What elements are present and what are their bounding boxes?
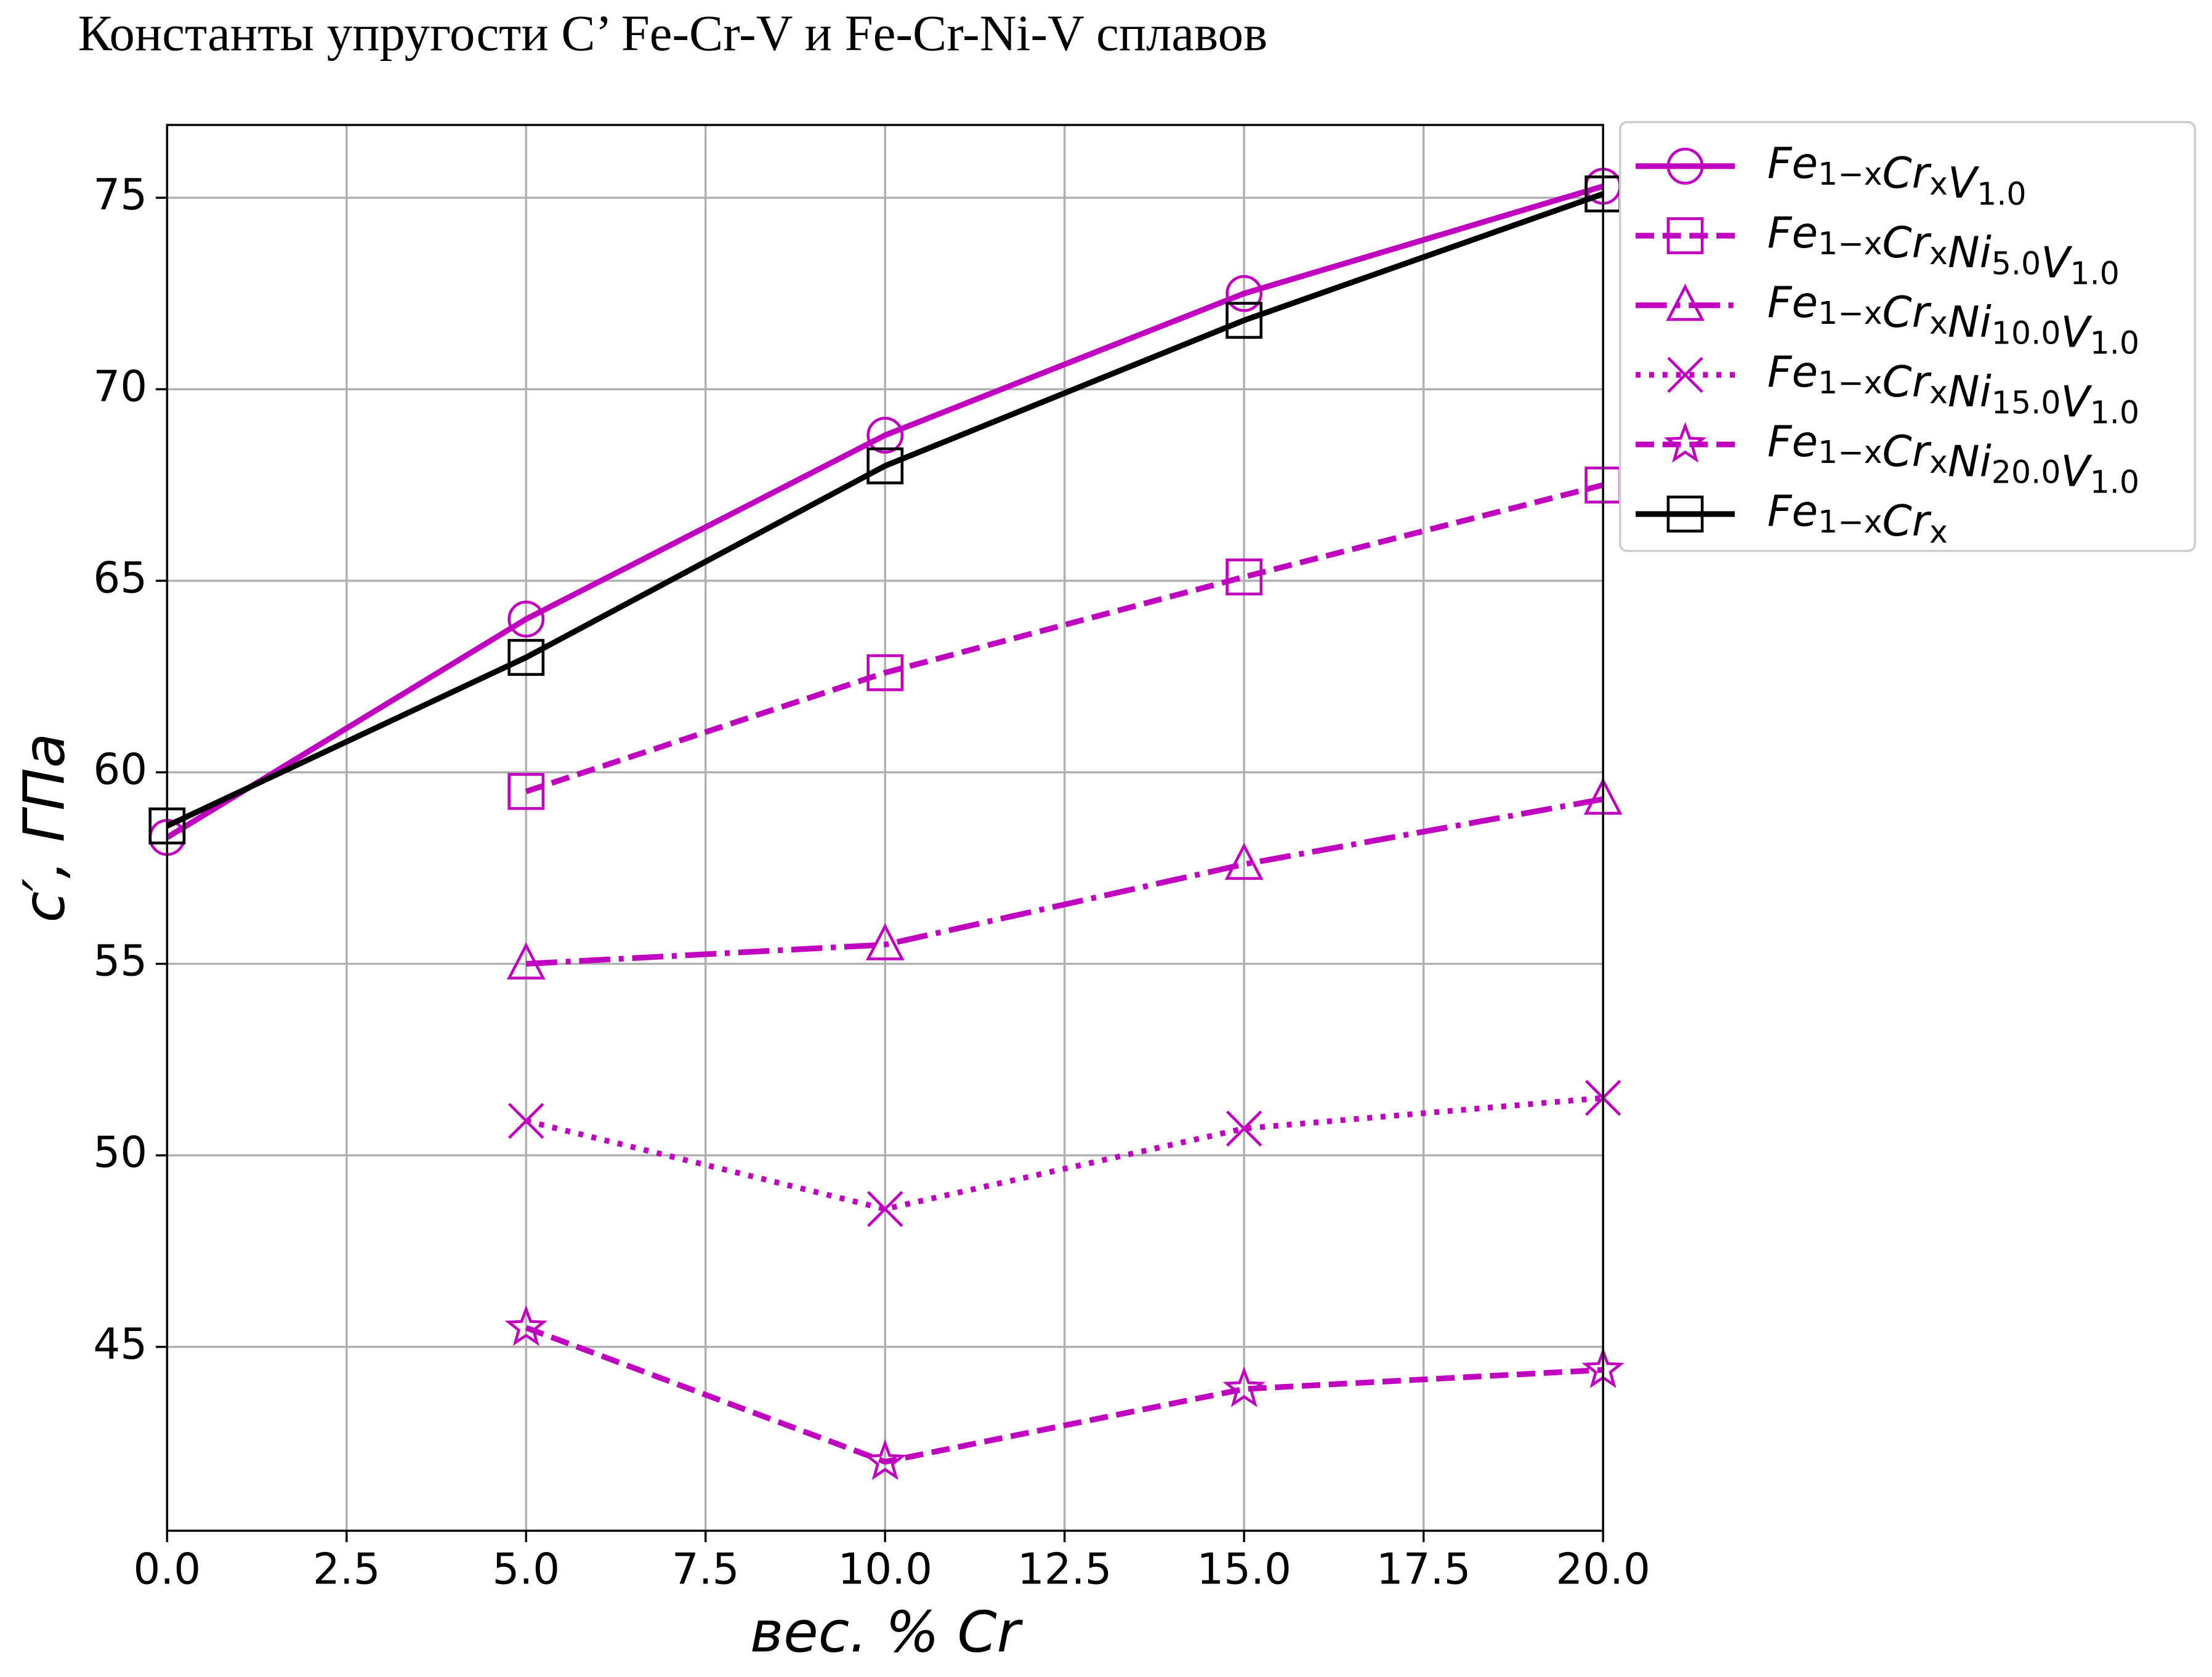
marker — [504, 1305, 547, 1346]
chart-title: Константы упругости C’ Fe-Cr-V и Fe-Cr-N… — [78, 4, 1267, 61]
marker — [1225, 1110, 1262, 1147]
marker — [1224, 842, 1264, 880]
marker — [1666, 147, 1704, 185]
legend-label: Fe1−xCrxNi10.0V1.0 — [1767, 278, 2139, 361]
marker — [1667, 356, 1703, 393]
x-tick-label: 17.5 — [1376, 1545, 1471, 1594]
x-tick-label: 10.0 — [838, 1545, 932, 1594]
marker — [865, 923, 905, 960]
marker — [1222, 1366, 1265, 1407]
x-tick-label: 5.0 — [492, 1545, 560, 1594]
y-tick-label: 65 — [93, 553, 147, 603]
marker — [866, 447, 904, 485]
marker — [1225, 275, 1263, 312]
legend-label: Fe1−xCrxNi20.0V1.0 — [1767, 417, 2139, 501]
marker — [1666, 217, 1704, 254]
marker — [1666, 495, 1704, 533]
marker — [1225, 302, 1263, 339]
legend-label: Fe1−xCrxV1.0 — [1767, 139, 2027, 212]
series-line — [525, 1325, 1604, 1465]
marker — [1663, 422, 1707, 463]
plot-frame — [166, 124, 1604, 1532]
y-tick-label: 75 — [93, 171, 147, 220]
y-tick-label: 50 — [93, 1128, 147, 1178]
legend-label: Fe1−xCrxNi15.0V1.0 — [1767, 348, 2139, 431]
legend-label: Fe1−xCrx — [1767, 487, 1948, 550]
marker — [1666, 283, 1705, 321]
marker — [863, 1439, 906, 1481]
series-line — [165, 183, 1604, 840]
marker — [506, 942, 546, 979]
marker — [507, 638, 545, 676]
series-line — [166, 191, 1604, 829]
legend-box — [1619, 121, 2197, 552]
x-axis-label: вес. % Cr — [750, 1598, 1023, 1665]
marker — [866, 416, 904, 454]
marker — [508, 1103, 544, 1139]
legend-label: Fe1−xCrxNi5.0V1.0 — [1767, 209, 2120, 292]
y-tick-label: 60 — [93, 745, 147, 794]
marker — [866, 654, 904, 691]
marker — [867, 1191, 903, 1228]
x-tick-label: 15.0 — [1197, 1545, 1291, 1594]
y-tick-label: 70 — [93, 362, 147, 411]
x-tick-label: 20.0 — [1556, 1545, 1650, 1594]
marker — [507, 600, 545, 638]
x-tick-label: 0.0 — [134, 1545, 201, 1594]
series-line — [526, 796, 1604, 967]
marker — [1225, 558, 1263, 596]
x-tick-label: 7.5 — [672, 1545, 740, 1594]
series-line — [525, 1095, 1604, 1212]
y-tick-label: 55 — [93, 937, 147, 986]
x-tick-label: 12.5 — [1017, 1545, 1112, 1594]
marker — [507, 773, 545, 810]
y-tick-label: 45 — [93, 1320, 147, 1369]
y-axis-label: c′, ГПа — [11, 733, 78, 923]
x-tick-label: 2.5 — [313, 1545, 381, 1594]
series-line — [525, 482, 1604, 794]
